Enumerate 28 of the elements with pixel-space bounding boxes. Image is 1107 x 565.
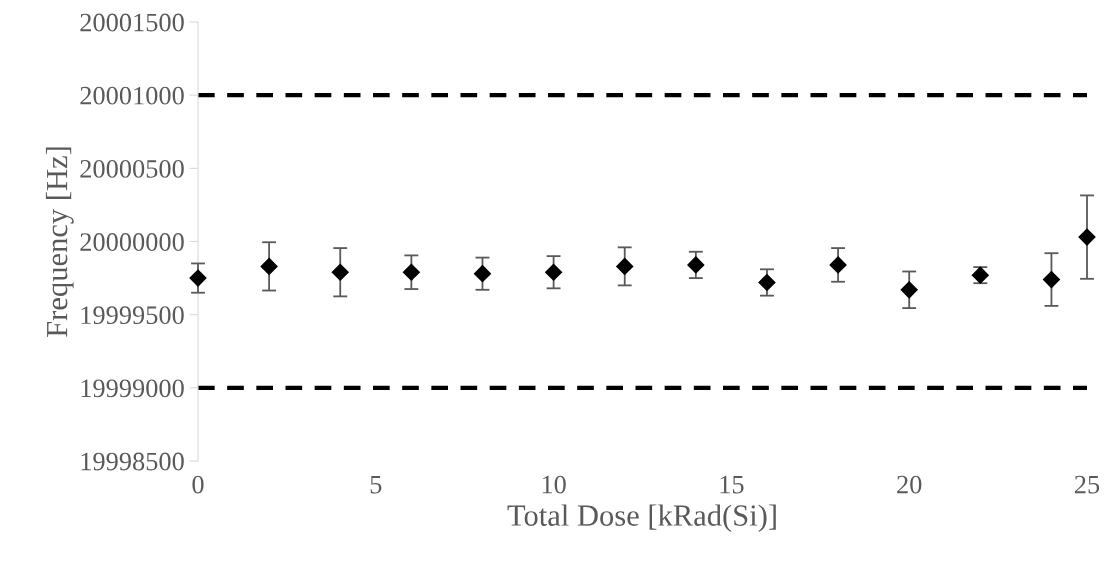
point (616, 257, 634, 275)
x-tick-label: 15 (720, 475, 744, 494)
y-tick-label: 19998500 (81, 452, 184, 471)
point (402, 263, 420, 281)
point (687, 256, 705, 274)
y-tick-label: 19999000 (81, 379, 184, 398)
point (260, 257, 278, 275)
point (1042, 270, 1060, 289)
point (1078, 228, 1096, 246)
y-axis-title: Frequency [Hz] (45, 147, 74, 337)
point (189, 269, 207, 287)
x-tick-label: 25 (1074, 475, 1100, 494)
y-tick-label: 20001500 (80, 13, 184, 32)
x-tick-label: 5 (370, 475, 382, 494)
point (829, 256, 847, 274)
y-tick-label: 20000500 (80, 159, 184, 178)
point (900, 281, 918, 299)
x-tick-label: 10 (542, 475, 566, 494)
y-tick-label: 20000000 (80, 233, 184, 251)
point (545, 263, 563, 281)
point (473, 265, 492, 283)
y-tick-label: 20001000 (80, 86, 184, 105)
x-axis-title: Total Dose [kRad(Si)] (507, 504, 776, 533)
point (331, 263, 349, 281)
x-tick-label: 20 (897, 475, 922, 494)
y-tick-label: 19999500 (81, 306, 184, 325)
point (758, 273, 776, 292)
x-tick-label: 0 (192, 475, 204, 494)
